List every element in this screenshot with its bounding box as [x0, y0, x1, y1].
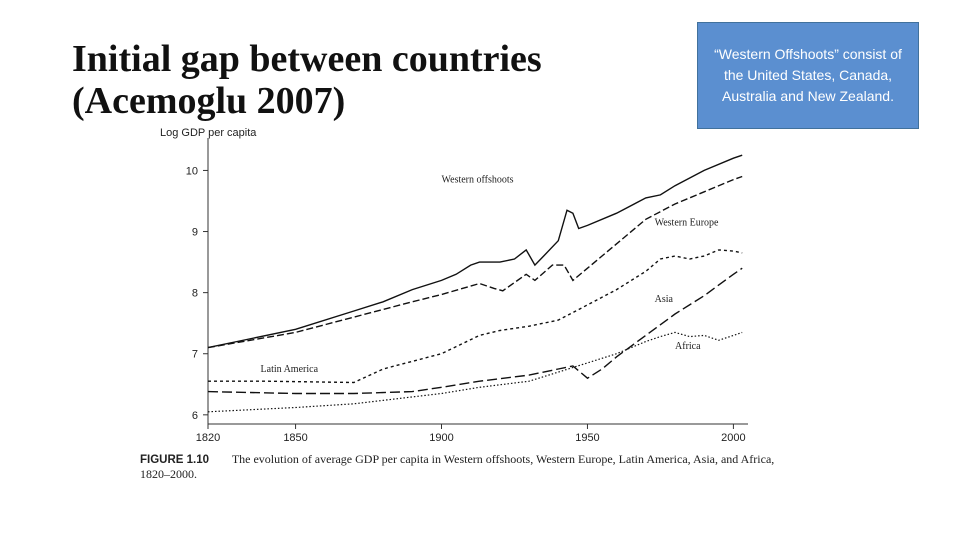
- y-axis-label: Log GDP per capita: [160, 127, 257, 139]
- series-line-africa: [207, 331, 743, 413]
- figure-number: FIGURE 1.10: [140, 454, 210, 466]
- callout-text: “Western Offshoots” consist of the Unite…: [714, 46, 902, 104]
- series-line-western-europe: [207, 175, 743, 349]
- gdp-line-chart: Log GDP per capita 6 7 8 9 10 1820 1850 1900 1950…: [160, 127, 748, 444]
- gdp-figure: Log GDP per capita 6 7 8 9 10 1820 1850 1900 1950…: [130, 124, 770, 494]
- y-tick-label: 10: [186, 165, 198, 177]
- x-tick-label: 1950: [575, 432, 599, 444]
- series-line-western-offshoots: [207, 154, 743, 349]
- y-tick-label: 8: [192, 288, 198, 300]
- caption-text: The evolution of average GDP per capita …: [140, 452, 775, 481]
- x-tick-label: 1900: [429, 432, 453, 444]
- series-line-latin-america: [207, 267, 743, 395]
- slide-title: Initial gap between countries (Acemoglu …: [72, 38, 672, 122]
- note-callout: “Western Offshoots” consist of the Unite…: [697, 22, 919, 129]
- title-line-2: (Acemoglu 2007): [72, 80, 346, 122]
- x-tick-label: 1820: [196, 432, 220, 444]
- series-label-asia: Asia: [655, 294, 674, 305]
- y-tick-label: 6: [192, 410, 198, 422]
- series-line-asia: [208, 249, 743, 384]
- figure-caption: FIGURE 1.10 The evolution of average GDP…: [140, 452, 780, 481]
- title-line-1: Initial gap between countries: [72, 38, 542, 80]
- y-tick-label: 7: [192, 349, 198, 361]
- x-tick-label: 1850: [283, 432, 307, 444]
- y-tick-label: 9: [192, 227, 198, 239]
- series-label-latin-america: Latin America: [261, 364, 319, 375]
- series-label-western-offshoots: Western offshoots: [442, 175, 514, 186]
- series-label-western-europe: Western Europe: [655, 217, 719, 228]
- series-label-africa: Africa: [675, 341, 701, 352]
- x-tick-label: 2000: [721, 432, 745, 444]
